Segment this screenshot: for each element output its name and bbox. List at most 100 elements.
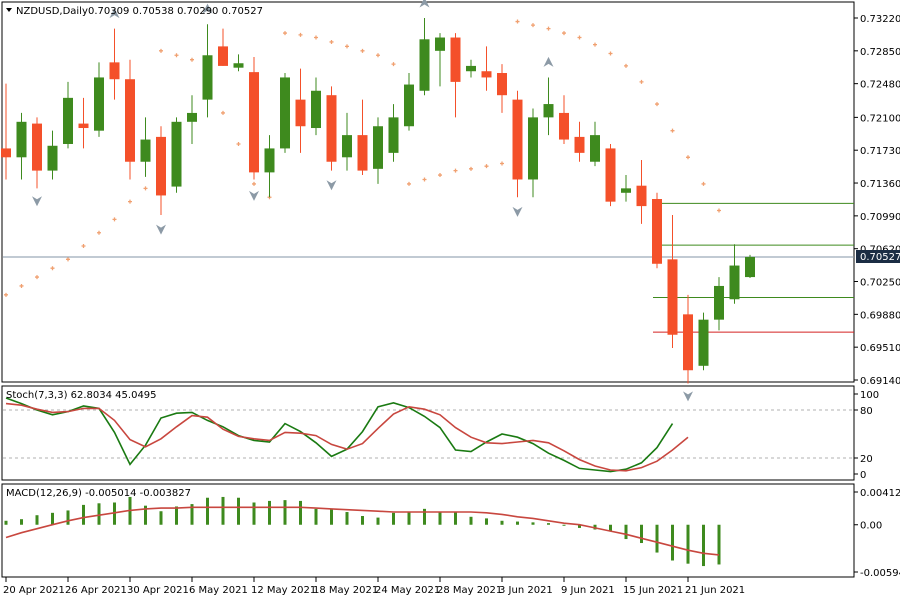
psar-dot [66, 257, 70, 262]
macd-bar [66, 510, 70, 525]
macd-bar [516, 521, 519, 525]
macd-bar [500, 520, 504, 525]
time-axis: 20 Apr 2021 26 Apr 2021 30 Apr 2021 6 May 2… [3, 577, 745, 596]
candle-body [342, 135, 352, 158]
time-tick-label: 12 May 2021 [251, 585, 316, 596]
macd-bar [221, 496, 225, 525]
macd-bar [702, 524, 705, 567]
candle-body [280, 77, 290, 149]
psar-dot [531, 23, 535, 28]
psar-dot [236, 141, 241, 146]
psar-dot [314, 35, 318, 40]
candle-body [1, 148, 11, 158]
parabolic-sar [4, 19, 721, 297]
candle-body [698, 319, 709, 366]
candle-body [32, 123, 42, 171]
candle-body [404, 84, 414, 127]
candle-body [125, 79, 135, 162]
macd-bar [531, 522, 535, 525]
macd-bar [299, 500, 302, 525]
macd-panel-frame [1, 483, 855, 578]
price-tick-label: 0.72100 [860, 113, 900, 124]
psar-dot [19, 283, 24, 288]
macd-bar [144, 505, 147, 525]
candle-body [667, 259, 678, 335]
macd-bar [407, 512, 411, 525]
macd-signal-line [5, 506, 720, 556]
price-tick-label: 0.72850 [860, 47, 900, 58]
candle-body [729, 265, 740, 300]
psar-dot [128, 199, 132, 204]
macd-bar [671, 524, 674, 561]
macd-bar [624, 524, 628, 540]
candle-body [528, 117, 538, 180]
macd-bar [206, 497, 209, 525]
psar-dot [252, 181, 256, 186]
macd-bar [485, 518, 488, 525]
candle-body [264, 148, 275, 173]
macd-bar [190, 504, 194, 525]
macd-tick-label: -0.005948 [860, 568, 900, 579]
psar-dot [35, 275, 39, 280]
time-tick-label: 30 Apr 2021 [127, 585, 189, 596]
candle-body [156, 136, 166, 196]
psar-dot [360, 48, 365, 53]
macd-bar [330, 508, 333, 525]
stochastic-tick-label: 0 [860, 470, 866, 481]
fractal-up-arrow [109, 8, 120, 19]
time-tick-label: 26 Apr 2021 [65, 585, 127, 596]
candle-body [233, 63, 244, 68]
macd-signal-polyline [5, 506, 720, 556]
psar-dot [143, 186, 148, 191]
psar-dot [159, 48, 163, 53]
candle-body [543, 104, 554, 118]
macd-bar [469, 516, 473, 525]
psar-dot [608, 51, 613, 56]
fractal-down-arrow [683, 391, 693, 402]
candle-body [481, 71, 492, 78]
psar-dot [469, 166, 473, 171]
fractal-up-arrow [202, 3, 213, 14]
macd-bar [35, 515, 39, 525]
macd-histogram [4, 496, 721, 567]
ohlc-label: 0.70309 0.70538 0.70290 0.70527 [88, 6, 263, 17]
candle-body [388, 117, 399, 153]
price-tick-label: 0.69510 [860, 343, 900, 354]
stochastic-tick-label: 20 [860, 454, 873, 465]
candle-body [171, 121, 182, 187]
fractal-down-arrow [156, 224, 166, 235]
stochastic-levels [3, 409, 854, 459]
time-tick-label: 24 May 2021 [375, 585, 440, 596]
candle-body [311, 90, 321, 129]
psar-dot [655, 102, 659, 107]
stochastic-panel-frame [1, 385, 855, 481]
macd-bar [361, 516, 364, 525]
psar-dot [686, 155, 690, 160]
candle-body [450, 37, 461, 82]
fractals [32, 0, 693, 402]
fractal-down-arrow [249, 190, 259, 201]
macd-bar [655, 524, 659, 553]
candle-body [295, 99, 306, 127]
candle-body [140, 139, 151, 162]
price-panel-frame [1, 1, 855, 383]
candle-body [683, 314, 693, 371]
macd-axis: 0.004122 0.00 -0.005948 [854, 488, 900, 579]
time-tick-label: 6 May 2021 [189, 585, 248, 596]
collapse-arrow-icon[interactable] [6, 8, 12, 12]
candlesticks [1, 18, 755, 384]
candle-body [745, 256, 755, 278]
macd-bar [283, 500, 287, 525]
psar-dot [221, 110, 225, 115]
psar-dot [515, 19, 520, 24]
psar-dot [670, 128, 675, 133]
candle-body [249, 72, 259, 173]
time-tick-label: 9 Jun 2021 [561, 585, 615, 596]
macd-bar [268, 500, 271, 525]
candle-body [373, 126, 383, 169]
price-panel: 0.73220 0.72850 0.72480 0.72100 0.71730 0.713… [1, 0, 900, 402]
stochastic-axis: 100 80 20 0 [854, 390, 879, 481]
candle-body [419, 39, 430, 91]
